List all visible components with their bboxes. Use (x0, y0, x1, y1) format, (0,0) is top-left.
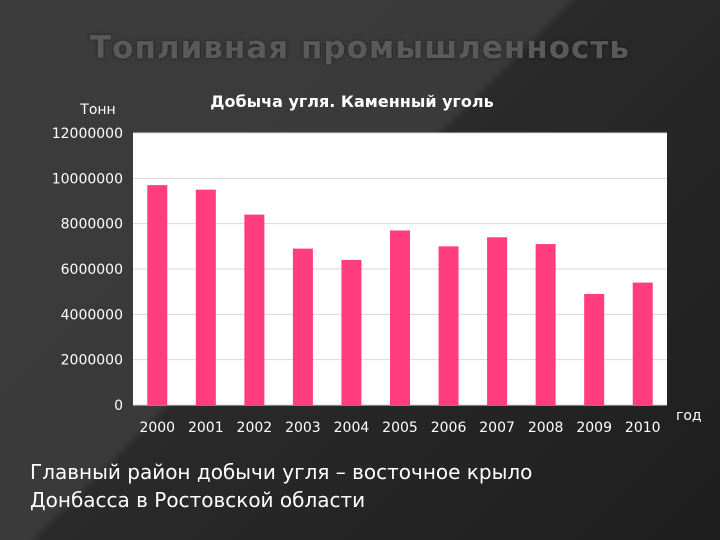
bar-2005 (390, 230, 410, 405)
y-tick-label: 10000000 (52, 171, 123, 187)
bar-2008 (535, 244, 556, 405)
x-tick-label: 2003 (285, 420, 321, 436)
caption: Главный район добычи угля – восточное кр… (30, 458, 690, 514)
x-tick-label: 2000 (139, 420, 175, 436)
y-tick-label: 6000000 (61, 262, 123, 278)
y-tick-label: 4000000 (61, 307, 123, 323)
bars (147, 185, 653, 405)
bar-2010 (632, 282, 653, 405)
x-tick-label: 2007 (479, 420, 515, 436)
x-tick-label: 2002 (237, 420, 273, 436)
y-axis-unit-label: Тонн (79, 102, 115, 118)
y-tick-label: 8000000 (61, 217, 123, 233)
x-tick-labels: 2000 2001 2002 2003 2004 2005 2006 2007 2008 2009… (139, 420, 660, 436)
x-tick-label: 2004 (334, 420, 370, 436)
caption-line-2: Донбасса в Ростовской области (30, 488, 366, 512)
bar-2001 (195, 189, 216, 405)
y-tick-label: 0 (114, 398, 123, 414)
y-tick-labels: 0 2000000 4000000 6000000 8000000 10000000 120… (52, 126, 123, 414)
chart-title: Добыча угля. Каменный уголь (210, 92, 493, 111)
x-tick-label: 2009 (576, 420, 612, 436)
bar-2006 (438, 246, 459, 405)
bar-2000 (147, 185, 168, 405)
bar-2007 (487, 237, 508, 405)
caption-line-1: Главный район добычи угля – восточное кр… (30, 460, 533, 484)
x-tick-label: 2005 (382, 420, 418, 436)
coal-production-chart: Тонн Добыча угля. Каменный уголь 0 200000… (52, 92, 702, 436)
y-tick-label: 2000000 (61, 353, 123, 369)
bar-2003 (292, 248, 313, 405)
x-tick-label: 2008 (528, 420, 564, 436)
bar-2002 (244, 214, 265, 405)
y-tick-label: 12000000 (52, 126, 123, 142)
x-axis-label: год (676, 408, 702, 424)
x-tick-label: 2010 (625, 420, 661, 436)
bar-2009 (584, 293, 605, 405)
bar-2004 (341, 259, 362, 405)
slide-title: Топливная промышленность (90, 30, 630, 66)
x-tick-label: 2001 (188, 420, 224, 436)
x-tick-label: 2006 (431, 420, 467, 436)
